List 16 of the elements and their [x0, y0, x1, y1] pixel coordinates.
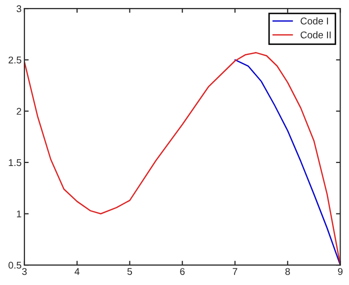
x-tick-label: 7 — [232, 268, 238, 275]
y-tick-label: 1 — [16, 210, 22, 218]
legend-label: Code II — [300, 31, 331, 38]
x-tick-label: 6 — [180, 268, 185, 275]
legend-label: Code I — [300, 17, 328, 24]
x-tick-label: 9 — [338, 268, 343, 275]
y-tick-label: 0.5 — [8, 262, 22, 269]
x-tick-label: 4 — [74, 268, 80, 275]
x-tick-label: 8 — [285, 268, 290, 275]
y-tick-label: 2 — [16, 108, 22, 115]
x-tick-label: 5 — [127, 268, 132, 275]
x-tick-label: 3 — [22, 268, 27, 275]
y-tick-label: 1.5 — [8, 159, 22, 166]
y-tick-label: 2.5 — [8, 56, 22, 64]
y-tick-label: 3 — [16, 5, 22, 12]
line-series — [234, 59, 340, 266]
